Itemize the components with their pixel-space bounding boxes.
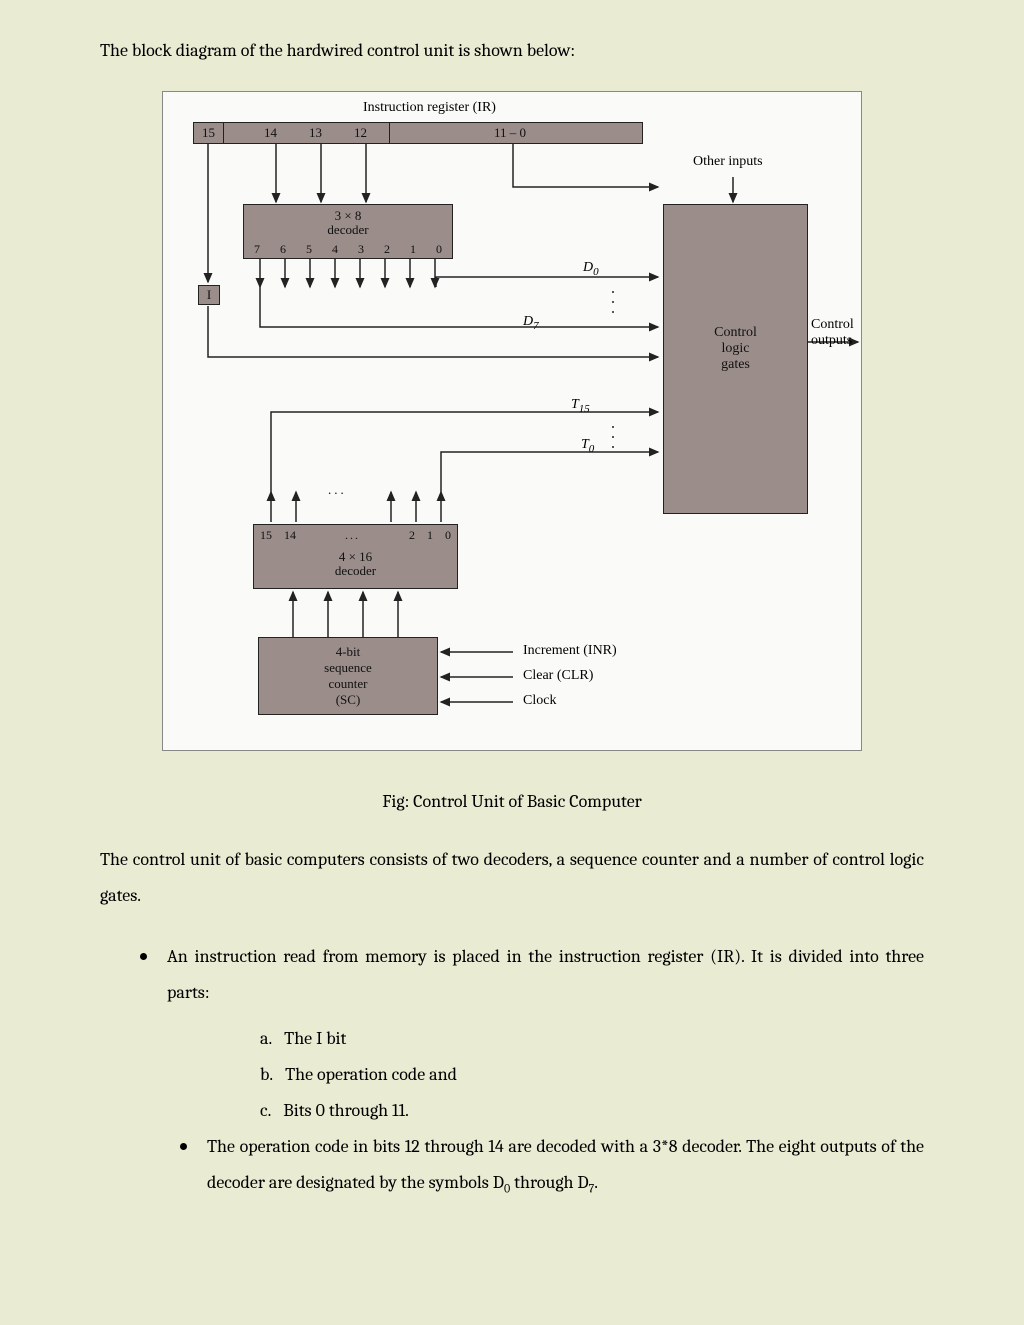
d0-letter: D xyxy=(583,260,593,275)
dec3x8-out-3: 3 xyxy=(358,242,364,256)
text-part2: through D xyxy=(510,1172,588,1193)
dec4x16-dots: ... xyxy=(296,528,409,543)
decoder-4x16: 15 14 ... 2 1 0 4 × 16 decoder xyxy=(253,524,458,589)
d0-sub: 0 xyxy=(593,266,599,278)
other-inputs-label: Other inputs xyxy=(693,154,763,170)
clr-label: Clear (CLR) xyxy=(523,668,593,684)
list-item: b. The operation code and xyxy=(260,1057,924,1093)
t0-sub: 0 xyxy=(589,443,595,455)
d0-label: D0 xyxy=(583,260,599,278)
dots-4x16-top: ... xyxy=(328,482,347,498)
sequence-counter: 4-bit sequence counter (SC) xyxy=(258,637,438,715)
ir-label-text: Instruction register (IR) xyxy=(363,100,496,115)
co-line2: outputs xyxy=(811,333,854,349)
t15-label: T15 xyxy=(571,397,590,415)
dec3x8-sub: decoder xyxy=(244,223,452,237)
list-item: The operation code in bits 12 through 14… xyxy=(100,1129,924,1201)
ir-bit-11-0: 11 – 0 xyxy=(494,123,526,143)
t15-letter: T xyxy=(571,397,579,412)
d7-sub: 7 xyxy=(533,320,539,332)
list-item: c. Bits 0 through 11. xyxy=(260,1093,924,1129)
decoder-3x8: 3 × 8 decoder 7 6 5 4 3 2 1 0 xyxy=(243,204,453,259)
sc-line1: 4-bit xyxy=(259,644,437,660)
list-item: An instruction read from memory is place… xyxy=(100,939,924,1011)
ir-bit-14: 14 xyxy=(264,123,277,143)
clg-line2: logic xyxy=(664,341,807,357)
description-para: The control unit of basic computers cons… xyxy=(100,842,924,914)
dec4x16-out-15: 15 xyxy=(260,528,272,543)
letter-text: Bits 0 through 11. xyxy=(283,1093,409,1129)
dec3x8-outs: 7 6 5 4 3 2 1 0 xyxy=(244,242,452,256)
dec4x16-out-14: 14 xyxy=(284,528,296,543)
bullet-text: The operation code in bits 12 through 14… xyxy=(207,1129,924,1201)
dec4x16-out-1: 1 xyxy=(427,528,433,543)
dec3x8-out-6: 6 xyxy=(280,242,286,256)
d7-letter: D xyxy=(523,314,533,329)
letter-label: c. xyxy=(260,1093,271,1129)
block-diagram: Instruction register (IR) 15 14 13 12 11… xyxy=(162,91,862,751)
t0-letter: T xyxy=(581,437,589,452)
dec4x16-out-2: 2 xyxy=(409,528,415,543)
t15-sub: 15 xyxy=(579,403,590,415)
sc-line2: sequence xyxy=(259,660,437,676)
ir-label: Instruction register (IR) xyxy=(363,100,496,116)
letter-label: a. xyxy=(260,1021,272,1057)
letter-text: The I bit xyxy=(284,1021,346,1057)
dec3x8-out-0: 0 xyxy=(436,242,442,256)
dec4x16-title: 4 × 16 xyxy=(254,550,457,564)
co-line1: Control xyxy=(811,317,854,333)
control-outputs-label: Control outputs xyxy=(811,317,854,349)
bullet-text: An instruction read from memory is place… xyxy=(167,939,924,1011)
sub-bullet-list: The operation code in bits 12 through 14… xyxy=(100,1129,924,1201)
t0-label: T0 xyxy=(581,437,594,455)
dec3x8-out-4: 4 xyxy=(332,242,338,256)
ir-register: 15 14 13 12 11 – 0 xyxy=(193,122,643,144)
i-box: I xyxy=(198,285,220,305)
dec3x8-out-7: 7 xyxy=(254,242,260,256)
dec4x16-outs: 15 14 ... 2 1 0 xyxy=(254,528,457,543)
inr-label: Increment (INR) xyxy=(523,643,617,659)
ir-divider xyxy=(389,123,390,143)
dec3x8-out-2: 2 xyxy=(384,242,390,256)
letter-text: The operation code and xyxy=(285,1057,457,1093)
ir-bit-15: 15 xyxy=(194,123,224,143)
d7-label: D7 xyxy=(523,314,539,332)
ir-bit-12: 12 xyxy=(354,123,367,143)
clock-label: Clock xyxy=(523,693,556,709)
dec3x8-out-5: 5 xyxy=(306,242,312,256)
clg-line3: gates xyxy=(664,357,807,373)
bullet-list: An instruction read from memory is place… xyxy=(100,939,924,1011)
dec4x16-out-0: 0 xyxy=(445,528,451,543)
text-part3: . xyxy=(594,1172,598,1193)
dec4x16-sub: decoder xyxy=(254,564,457,578)
bullet-icon xyxy=(180,1143,187,1150)
dec3x8-out-1: 1 xyxy=(410,242,416,256)
list-item: a. The I bit xyxy=(260,1021,924,1057)
clg-line1: Control xyxy=(664,325,807,341)
ir-bit-13: 13 xyxy=(309,123,322,143)
control-logic-gates: Control logic gates xyxy=(663,204,808,514)
dec3x8-title: 3 × 8 xyxy=(244,209,452,223)
sc-line4: (SC) xyxy=(259,692,437,708)
intro-text: The block diagram of the hardwired contr… xyxy=(100,40,924,61)
figure-caption: Fig: Control Unit of Basic Computer xyxy=(100,791,924,812)
bullet-icon xyxy=(140,953,147,960)
sc-line3: counter xyxy=(259,676,437,692)
letter-label: b. xyxy=(260,1057,273,1093)
